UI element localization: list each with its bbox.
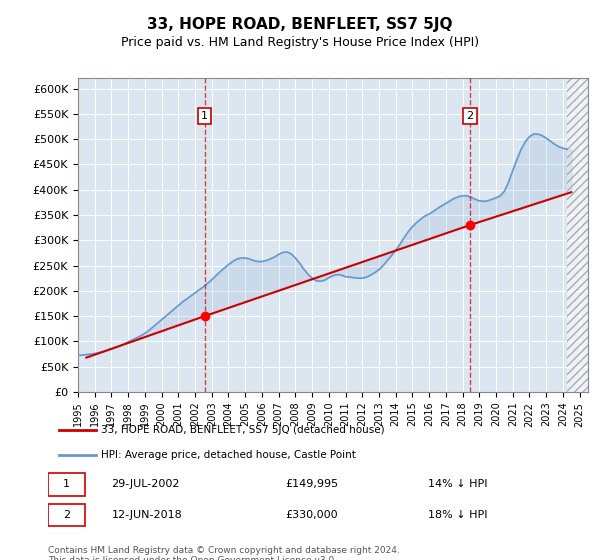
Text: 1: 1 [63, 479, 70, 489]
Text: 14% ↓ HPI: 14% ↓ HPI [428, 479, 488, 489]
Text: 33, HOPE ROAD, BENFLEET, SS7 5JQ (detached house): 33, HOPE ROAD, BENFLEET, SS7 5JQ (detach… [101, 425, 385, 435]
Text: £149,995: £149,995 [286, 479, 339, 489]
Text: 29-JUL-2002: 29-JUL-2002 [112, 479, 180, 489]
Text: 1: 1 [201, 111, 208, 121]
Text: 18% ↓ HPI: 18% ↓ HPI [428, 510, 488, 520]
Text: Price paid vs. HM Land Registry's House Price Index (HPI): Price paid vs. HM Land Registry's House … [121, 36, 479, 49]
Text: HPI: Average price, detached house, Castle Point: HPI: Average price, detached house, Cast… [101, 450, 356, 460]
Text: Contains HM Land Registry data © Crown copyright and database right 2024.
This d: Contains HM Land Registry data © Crown c… [48, 546, 400, 560]
Text: 33, HOPE ROAD, BENFLEET, SS7 5JQ: 33, HOPE ROAD, BENFLEET, SS7 5JQ [147, 17, 453, 32]
FancyBboxPatch shape [48, 473, 85, 496]
FancyBboxPatch shape [48, 503, 85, 526]
Text: 12-JUN-2018: 12-JUN-2018 [112, 510, 182, 520]
Text: 2: 2 [63, 510, 70, 520]
Text: 2: 2 [466, 111, 473, 121]
Text: £330,000: £330,000 [286, 510, 338, 520]
